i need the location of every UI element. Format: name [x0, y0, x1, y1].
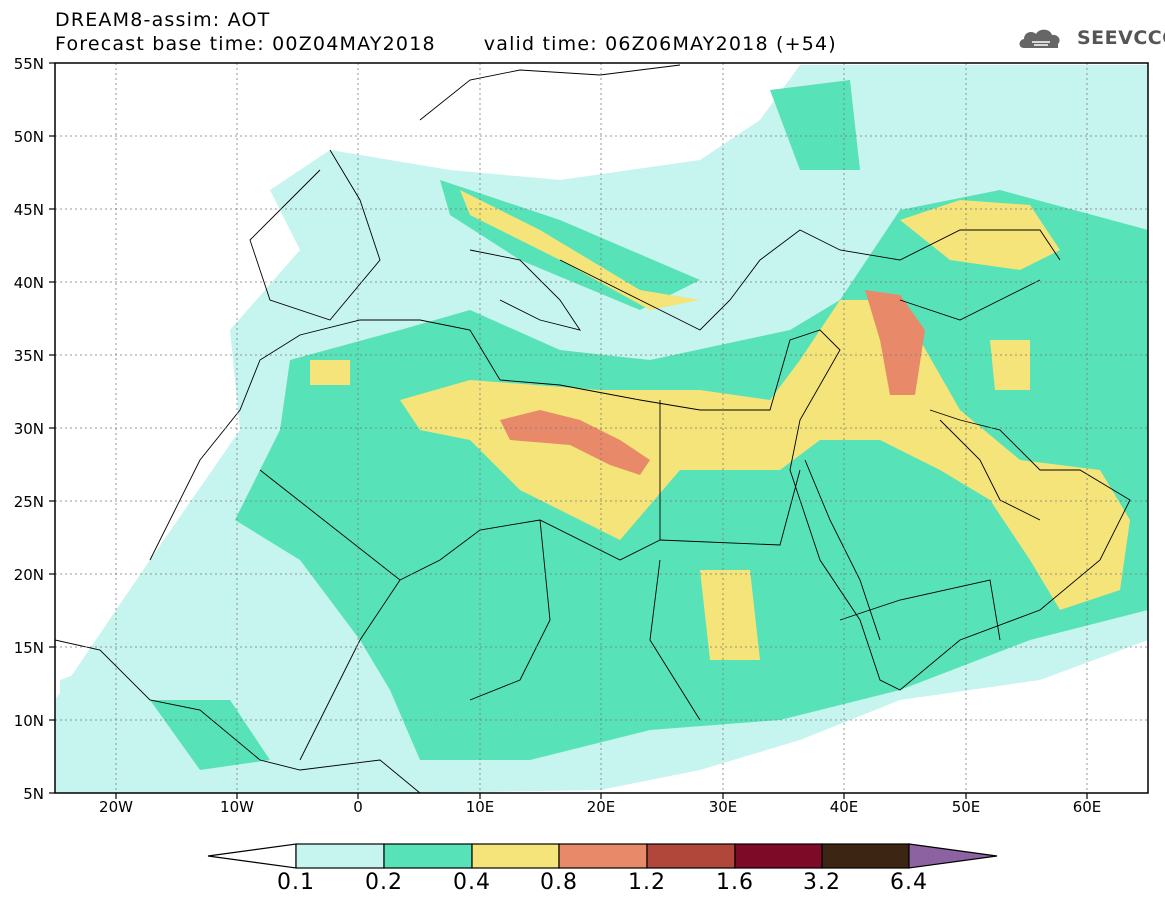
time-line: Forecast base time: 00Z04MAY2018 valid ti…	[55, 33, 837, 55]
colorbar	[207, 843, 998, 869]
lon-label: 10W	[220, 798, 254, 816]
colorbar-label: 0.1	[277, 870, 315, 895]
lon-label: 0	[353, 798, 363, 816]
logo-text: SEEVCCC	[1077, 27, 1165, 49]
lon-label: 60E	[1072, 798, 1102, 816]
lat-label: 25N	[13, 493, 44, 511]
lat-label: 20N	[13, 566, 44, 584]
valid-time: valid time: 06Z06MAY2018 (+54)	[483, 33, 837, 55]
colorbar-upper-arrow	[908, 843, 998, 869]
lat-label: 45N	[13, 201, 44, 219]
colorbar-label: 0.8	[540, 870, 578, 895]
colorbar-label: 0.2	[365, 870, 403, 895]
graticule	[55, 63, 1148, 793]
colorbar-label: 1.2	[628, 870, 666, 895]
colorbar-label: 0.4	[453, 870, 491, 895]
colorbar-box	[558, 843, 648, 869]
colorbar-box	[295, 843, 385, 869]
colorbar-box	[821, 843, 910, 869]
lat-label: 55N	[13, 55, 44, 73]
colorbar-label: 3.2	[803, 870, 841, 895]
colorbar-label: 1.6	[716, 870, 754, 895]
colorbar-box	[734, 843, 823, 869]
colorbar-box	[646, 843, 736, 869]
coastlines	[55, 64, 1131, 793]
base-time: Forecast base time: 00Z04MAY2018	[55, 33, 436, 55]
colorbar-box	[471, 843, 560, 869]
lat-label: 40N	[13, 274, 44, 292]
aot-band-0.4	[310, 190, 1130, 660]
colorbar-box	[383, 843, 473, 869]
cloud-icon	[1019, 29, 1060, 48]
lon-label: 40E	[829, 798, 859, 816]
lat-label: 15N	[13, 639, 44, 657]
lon-label: 50E	[951, 798, 981, 816]
colorbar-label: 6.4	[890, 870, 928, 895]
lon-label: 30E	[708, 798, 738, 816]
lat-label: 30N	[13, 420, 44, 438]
colorbar-lower-arrow	[207, 843, 297, 869]
map-title: DREAM8-assim: AOT	[55, 9, 271, 31]
lon-label: 20E	[586, 798, 616, 816]
aot-band-0.8	[500, 290, 925, 475]
lat-label: 50N	[13, 128, 44, 146]
lon-label: 10E	[465, 798, 495, 816]
lon-label: 20W	[99, 798, 133, 816]
lat-label: 5N	[23, 785, 44, 803]
lat-label: 35N	[13, 347, 44, 365]
lat-label: 10N	[13, 712, 44, 730]
